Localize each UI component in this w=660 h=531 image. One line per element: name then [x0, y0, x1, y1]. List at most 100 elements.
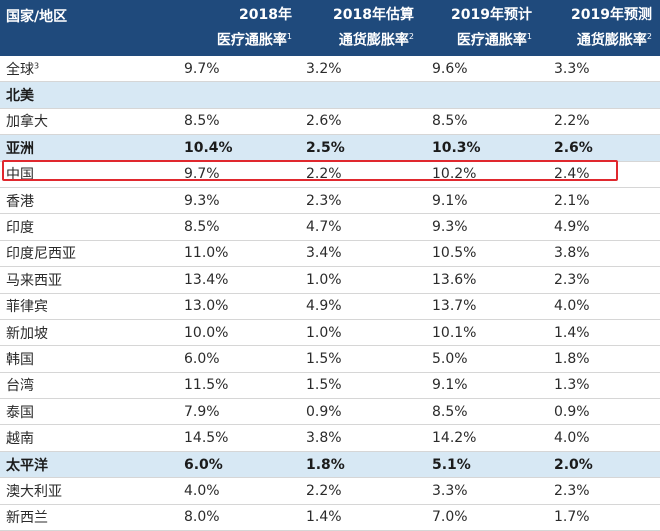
table-row: 印度尼西亚 11.0% 3.4% 10.5% 3.8% [0, 240, 660, 268]
medical-inflation-2018-cell [178, 81, 300, 109]
country-region-name: 中国 [6, 167, 34, 184]
country-region-name: 菲律宾 [6, 299, 48, 316]
table-row: 韩国 6.0% 1.5% 5.0% 1.8% [0, 345, 660, 373]
expected-medical-inflation-2019-cell: 10.2% [422, 161, 540, 188]
header-2019-forecast-inflation-line2: 通货膨胀率 [576, 32, 647, 49]
table-row: 菲律宾 13.0% 4.9% 13.7% 4.0% [0, 293, 660, 320]
table-row: 台湾 11.5% 1.5% 9.1% 1.3% [0, 372, 660, 400]
medical-inflation-2018-cell: 7.9% [178, 398, 300, 426]
country-region-cell: 菲律宾 [0, 293, 178, 320]
table-row: 中国 9.7% 2.2% 10.2% 2.4% [0, 161, 660, 188]
forecast-inflation-2019-cell: 3.3% [540, 56, 660, 83]
table-row: 新西兰 8.0% 1.4% 7.0% 1.7% [0, 504, 660, 531]
country-region-name: 印度尼西亚 [6, 246, 76, 263]
table-row: 香港 9.3% 2.3% 9.1% 2.1% [0, 187, 660, 215]
header-2019-expected-medical-inflation-line2: 医疗通胀率 [456, 32, 527, 49]
medical-inflation-2018-cell: 8.5% [178, 213, 300, 241]
expected-medical-inflation-2019-cell: 9.1% [422, 187, 540, 215]
medical-inflation-2018-cell: 10.0% [178, 319, 300, 347]
estimated-inflation-2018-cell: 2.3% [300, 187, 422, 215]
medical-inflation-2018-cell: 10.4% [178, 134, 300, 162]
medical-inflation-2018-cell: 9.3% [178, 187, 300, 215]
forecast-inflation-2019-cell: 3.8% [540, 240, 660, 268]
country-region-cell: 印度尼西亚 [0, 240, 178, 268]
medical-inflation-2018-cell: 8.5% [178, 108, 300, 136]
estimated-inflation-2018-cell: 3.2% [300, 56, 422, 83]
country-region-cell: 印度 [0, 213, 178, 241]
header-2019-forecast-inflation-line1: 2019年预测 [571, 7, 652, 24]
country-region-name: 马来西亚 [6, 272, 62, 289]
forecast-inflation-2019-cell: 1.7% [540, 504, 660, 531]
header-2018-medical-inflation-line2: 医疗通胀率 [216, 32, 287, 49]
forecast-inflation-2019-cell: 2.6% [540, 134, 660, 162]
expected-medical-inflation-2019-cell: 9.6% [422, 56, 540, 83]
header-country-region: 国家/地区 [0, 0, 178, 56]
estimated-inflation-2018-cell: 1.0% [300, 266, 422, 294]
expected-medical-inflation-2019-cell: 14.2% [422, 424, 540, 452]
country-region-cell: 新西兰 [0, 504, 178, 531]
footnote-marker: 1 [286, 32, 292, 42]
expected-medical-inflation-2019-cell: 10.3% [422, 134, 540, 162]
table-row: 加拿大 8.5% 2.6% 8.5% 2.2% [0, 108, 660, 136]
header-2019-forecast-inflation: 2019年预测 通货膨胀率2 [540, 0, 660, 56]
region-row: 亚洲 10.4% 2.5% 10.3% 2.6% [0, 134, 660, 162]
country-region-name: 韩国 [6, 351, 34, 368]
country-region-name: 泰国 [6, 404, 34, 421]
country-region-name: 新西兰 [6, 510, 48, 527]
country-region-cell: 亚洲 [0, 134, 178, 162]
footnote-marker: 2 [646, 32, 652, 42]
table-row: 全球3 9.7% 3.2% 9.6% 3.3% [0, 56, 660, 83]
country-region-cell: 北美 [0, 81, 178, 109]
country-region-cell: 太平洋 [0, 451, 178, 479]
country-region-name: 太平洋 [6, 457, 48, 474]
country-region-name: 印度 [6, 220, 34, 237]
expected-medical-inflation-2019-cell: 5.0% [422, 345, 540, 373]
region-row: 太平洋 6.0% 1.8% 5.1% 2.0% [0, 451, 660, 479]
estimated-inflation-2018-cell: 2.2% [300, 161, 422, 188]
region-row: 北美 [0, 81, 660, 109]
expected-medical-inflation-2019-cell: 10.1% [422, 319, 540, 347]
country-region-cell: 全球3 [0, 56, 178, 83]
medical-inflation-2018-cell: 11.0% [178, 240, 300, 268]
table-row: 印度 8.5% 4.7% 9.3% 4.9% [0, 213, 660, 241]
country-region-name: 越南 [6, 431, 34, 448]
estimated-inflation-2018-cell: 0.9% [300, 398, 422, 426]
country-region-cell: 澳大利亚 [0, 477, 178, 505]
medical-inflation-2018-cell: 6.0% [178, 451, 300, 479]
expected-medical-inflation-2019-cell: 9.3% [422, 213, 540, 241]
estimated-inflation-2018-cell: 3.8% [300, 424, 422, 452]
medical-inflation-2018-cell: 8.0% [178, 504, 300, 531]
forecast-inflation-2019-cell: 2.3% [540, 477, 660, 505]
medical-inflation-2018-cell: 13.4% [178, 266, 300, 294]
forecast-inflation-2019-cell [540, 81, 660, 109]
country-region-cell: 越南 [0, 424, 178, 452]
expected-medical-inflation-2019-cell: 9.1% [422, 372, 540, 400]
country-region-cell: 泰国 [0, 398, 178, 426]
forecast-inflation-2019-cell: 4.0% [540, 293, 660, 320]
forecast-inflation-2019-cell: 4.0% [540, 424, 660, 452]
country-region-name: 亚洲 [6, 140, 34, 157]
country-region-cell: 韩国 [0, 345, 178, 373]
country-region-name: 北美 [6, 88, 34, 105]
table-row: 澳大利亚 4.0% 2.2% 3.3% 2.3% [0, 477, 660, 505]
header-2019-expected-medical-inflation-line1: 2019年预计 [451, 7, 532, 24]
estimated-inflation-2018-cell: 1.4% [300, 504, 422, 531]
country-region-cell: 香港 [0, 187, 178, 215]
estimated-inflation-2018-cell [300, 81, 422, 109]
medical-inflation-2018-cell: 4.0% [178, 477, 300, 505]
table-row: 泰国 7.9% 0.9% 8.5% 0.9% [0, 398, 660, 426]
forecast-inflation-2019-cell: 1.3% [540, 372, 660, 400]
header-2018-medical-inflation-line1: 2018年 [239, 7, 292, 24]
country-region-cell: 新加坡 [0, 319, 178, 347]
country-region-name: 澳大利亚 [6, 483, 62, 500]
forecast-inflation-2019-cell: 2.1% [540, 187, 660, 215]
expected-medical-inflation-2019-cell: 8.5% [422, 108, 540, 136]
table-body: 全球3 9.7% 3.2% 9.6% 3.3% 北美 加拿大 8.5% 2.6% 8.5% 2.2%… [0, 56, 660, 531]
estimated-inflation-2018-cell: 2.2% [300, 477, 422, 505]
estimated-inflation-2018-cell: 3.4% [300, 240, 422, 268]
header-2018-estimated-inflation: 2018年估算 通货膨胀率2 [300, 0, 422, 56]
medical-inflation-2018-cell: 9.7% [178, 161, 300, 188]
country-region-name: 全球 [6, 61, 34, 78]
expected-medical-inflation-2019-cell: 5.1% [422, 451, 540, 479]
